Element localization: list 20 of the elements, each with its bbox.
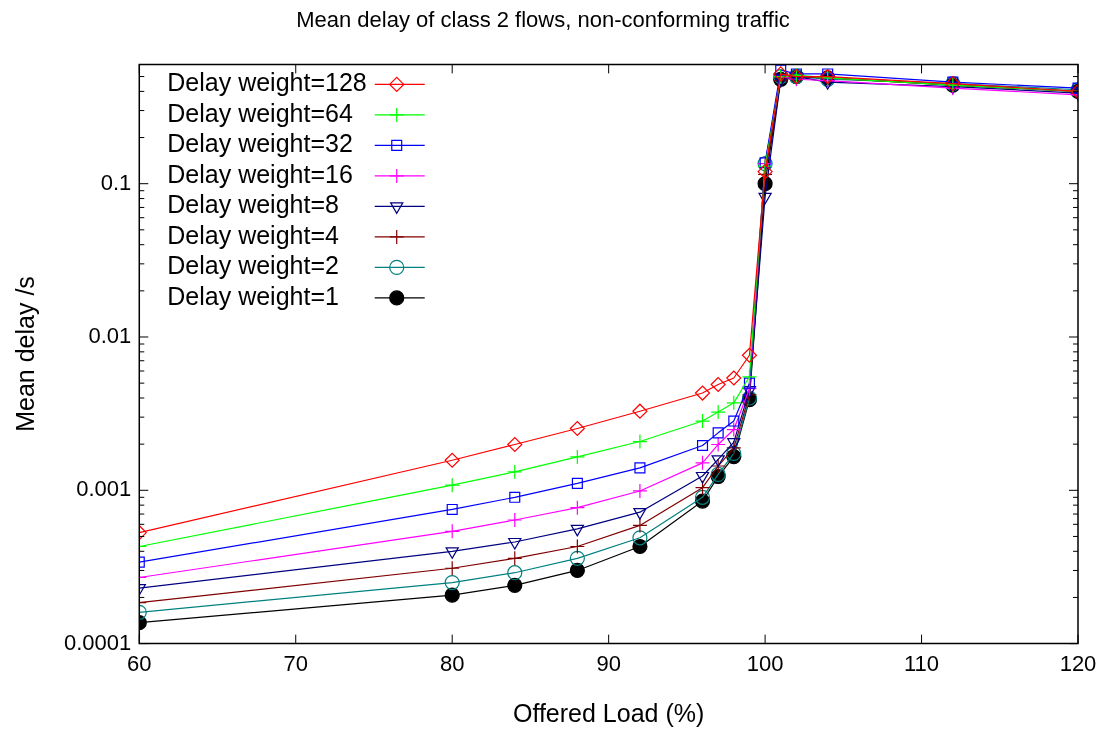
chart-title: Mean delay of class 2 flows, non-conforming traffic (296, 7, 790, 33)
x-axis-title: Offered Load (%) (512, 698, 705, 727)
legend-label: Delay weight=64 (167, 98, 353, 127)
y-axis-title: Mean delay /s (10, 276, 39, 432)
y-tick-label: 0.1 (100, 169, 132, 195)
x-tick-label: 120 (1059, 650, 1097, 676)
legend-label: Delay weight=32 (167, 129, 353, 158)
x-tick-label: 80 (439, 650, 465, 676)
legend-label: Delay weight=2 (167, 251, 339, 280)
legend-label: Delay weight=16 (167, 159, 353, 188)
legend-label: Delay weight=1 (167, 281, 339, 310)
x-tick-label: 100 (746, 650, 784, 676)
y-tick-label: 0.01 (88, 323, 132, 349)
x-tick-label: 110 (904, 650, 940, 676)
legend-label: Delay weight=8 (167, 190, 339, 219)
x-tick-label: 70 (283, 650, 308, 676)
x-tick-label: 90 (596, 650, 621, 676)
y-tick-label: 0.001 (76, 476, 132, 502)
legend-label: Delay weight=128 (167, 68, 367, 97)
legend-label: Delay weight=4 (167, 220, 340, 249)
